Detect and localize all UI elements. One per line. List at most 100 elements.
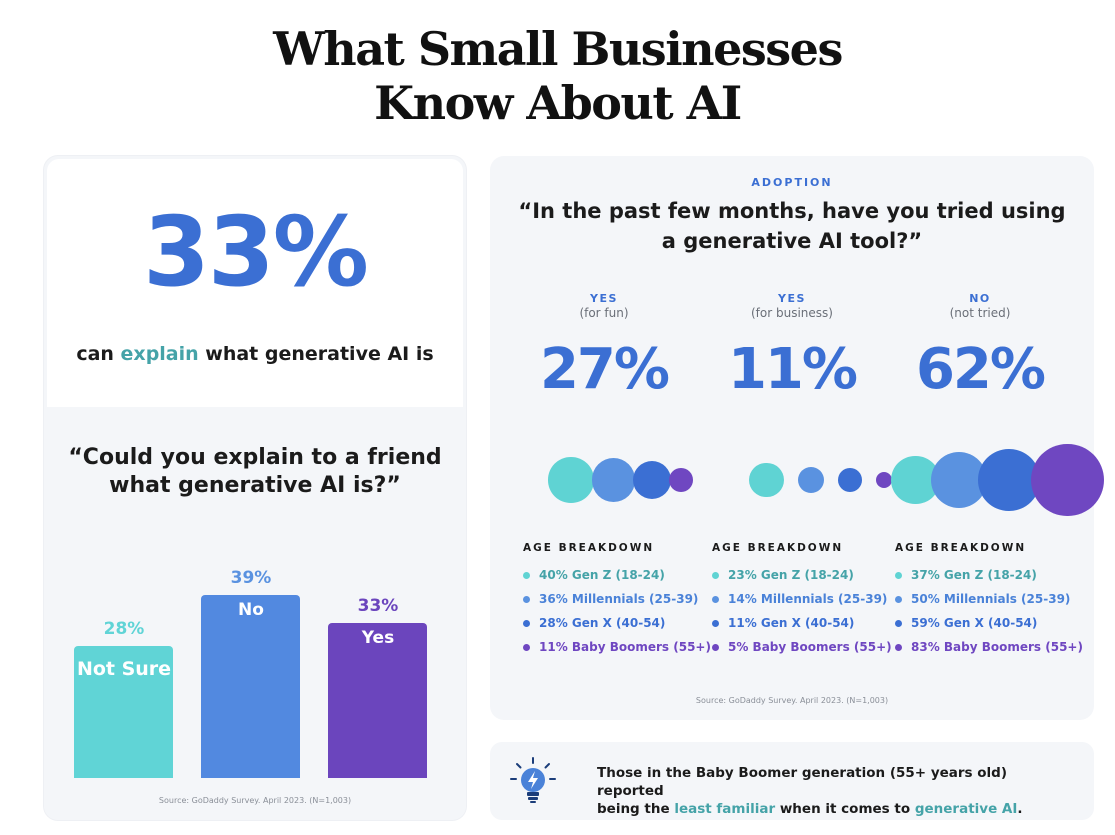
gen-x-dot-icon bbox=[712, 619, 719, 627]
column-subtitle: (for business) bbox=[751, 306, 833, 320]
age-row-gen-z: 23% Gen Z (18-24) bbox=[712, 563, 902, 587]
column-subtitle: (not tried) bbox=[949, 306, 1011, 320]
column-subtitle: (for fun) bbox=[579, 306, 629, 320]
headline-stat-caption: can explain what generative AI is bbox=[47, 343, 463, 365]
millennials-dot-icon bbox=[895, 595, 902, 603]
explain-bar-chart: 28% Not Sure 39% No 33% Yes bbox=[44, 156, 466, 820]
bar-yes bbox=[328, 622, 427, 778]
column-percentage: 27% bbox=[539, 337, 670, 402]
age-row-millennials: 50% Millennials (25-39) bbox=[895, 587, 1085, 611]
insight-text-part: being the bbox=[597, 801, 675, 817]
bubble-baby-1 bbox=[668, 468, 693, 492]
millennials-dot-icon bbox=[523, 595, 530, 603]
bubble-millennials-2 bbox=[797, 466, 825, 494]
age-row-label: 83% Baby Boomers (55+) bbox=[911, 640, 1083, 654]
left-source-note: Source: GoDaddy Survey. April 2023. (N=1… bbox=[158, 796, 352, 805]
caption-suffix: what generative AI is bbox=[198, 343, 434, 365]
bar-no bbox=[201, 594, 300, 778]
bar-category-label: Not Sure bbox=[76, 658, 172, 681]
bar-value-label: 33% bbox=[357, 595, 399, 616]
age-breakdown-title: AGE BREAKDOWN bbox=[895, 542, 1027, 554]
age-row-millennials: 36% Millennials (25-39) bbox=[523, 587, 713, 611]
explain-ai-panel: 33% can explain what generative AI is “C… bbox=[44, 156, 466, 820]
gen-z-dot-icon bbox=[895, 571, 902, 579]
insight-text-part: when it comes to bbox=[775, 801, 915, 817]
chart-footer bbox=[44, 778, 466, 820]
page-title-line-2: Know About AI bbox=[374, 76, 742, 130]
gen-x-dot-icon bbox=[895, 619, 902, 627]
bubble-millennials-3 bbox=[930, 451, 988, 509]
age-row-millennials: 14% Millennials (25-39) bbox=[712, 587, 902, 611]
gen-z-dot-icon bbox=[523, 571, 530, 579]
bubble-baby-3 bbox=[1030, 443, 1104, 517]
bubble-gen-3 bbox=[978, 449, 1040, 511]
age-row-gen-x: 59% Gen X (40-54) bbox=[895, 611, 1085, 635]
bar-category-label: Yes bbox=[361, 627, 395, 648]
age-breakdown-title: AGE BREAKDOWN bbox=[523, 542, 655, 554]
age-row-gen-z: 40% Gen Z (18-24) bbox=[523, 563, 713, 587]
age-row-label: 11% Gen X (40-54) bbox=[728, 616, 855, 630]
bar-value-label: 39% bbox=[230, 567, 272, 588]
insight-text: Those in the Baby Boomer generation (55+… bbox=[597, 764, 1067, 818]
age-row-label: 14% Millennials (25-39) bbox=[728, 592, 888, 606]
column-answer: NO bbox=[969, 292, 991, 305]
age-row-gen-x: 28% Gen X (40-54) bbox=[523, 611, 713, 635]
column-no-not-tried: NO (not tried) 62% bbox=[890, 292, 1070, 402]
insight-text-part: . bbox=[1017, 801, 1023, 817]
age-breakdown-title: AGE BREAKDOWN bbox=[712, 542, 844, 554]
age-row-label: 37% Gen Z (18-24) bbox=[911, 568, 1037, 582]
column-percentage: 11% bbox=[727, 337, 858, 402]
age-row-gen-z: 37% Gen Z (18-24) bbox=[895, 563, 1085, 587]
bubble-baby-2 bbox=[876, 471, 893, 489]
age-row-label: 36% Millennials (25-39) bbox=[539, 592, 699, 606]
baby-boomers-dot-icon bbox=[895, 643, 902, 651]
caption-prefix: can bbox=[76, 343, 121, 365]
lightbulb-icon bbox=[510, 757, 556, 803]
age-breakdown-business: AGE BREAKDOWN 23% Gen Z (18-24) 14% Mill… bbox=[712, 542, 902, 659]
age-row-baby-boomers: 5% Baby Boomers (55+) bbox=[712, 635, 902, 659]
gen-x-dot-icon bbox=[523, 619, 530, 627]
age-row-baby-boomers: 83% Baby Boomers (55+) bbox=[895, 635, 1085, 659]
insight-line-2: being the least familiar when it comes t… bbox=[597, 800, 1067, 818]
age-row-gen-x: 11% Gen X (40-54) bbox=[712, 611, 902, 635]
page-title: What Small Businesses Know About AI bbox=[0, 22, 1115, 130]
column-percentage: 62% bbox=[915, 337, 1046, 402]
insight-highlight-generative-ai: generative AI bbox=[914, 801, 1018, 817]
age-row-baby-boomers: 11% Baby Boomers (55+) bbox=[523, 635, 713, 659]
bubble-gen-1 bbox=[632, 460, 671, 500]
column-answer: YES bbox=[590, 292, 618, 305]
bubble-gen-2 bbox=[838, 468, 863, 492]
insight-line-1: Those in the Baby Boomer generation (55+… bbox=[597, 765, 1008, 799]
age-row-label: 40% Gen Z (18-24) bbox=[539, 568, 665, 582]
bubble-gen-2 bbox=[749, 462, 784, 498]
insight-highlight-least-familiar: least familiar bbox=[674, 801, 776, 817]
adoption-question: “In the past few months, have you tried … bbox=[518, 199, 1066, 253]
age-row-label: 5% Baby Boomers (55+) bbox=[728, 640, 892, 654]
adoption-panel: ADOPTION “In the past few months, have y… bbox=[490, 156, 1104, 720]
page-title-line-1: What Small Businesses bbox=[273, 22, 843, 76]
baby-boomers-dot-icon bbox=[712, 643, 719, 651]
bubble-gen-1 bbox=[548, 457, 594, 503]
column-yes-fun: YES (for fun) 27% bbox=[514, 292, 694, 402]
age-row-label: 28% Gen X (40-54) bbox=[539, 616, 666, 630]
right-source-note: Source: GoDaddy Survey. April 2023. (N=1… bbox=[695, 696, 889, 705]
age-row-label: 23% Gen Z (18-24) bbox=[728, 568, 854, 582]
headline-stat-value: 33% bbox=[143, 196, 369, 308]
caption-highlight: explain bbox=[120, 343, 199, 365]
column-yes-business: YES (for business) 11% bbox=[702, 292, 882, 402]
age-row-label: 11% Baby Boomers (55+) bbox=[539, 640, 711, 654]
bar-value-label: 28% bbox=[103, 619, 145, 640]
headline-stat-card: 33% can explain what generative AI is bbox=[47, 159, 463, 407]
bubble-millennials-1 bbox=[591, 458, 635, 502]
gen-z-dot-icon bbox=[712, 571, 719, 579]
column-answer: YES bbox=[778, 292, 806, 305]
age-breakdown-fun: AGE BREAKDOWN 40% Gen Z (18-24) 36% Mill… bbox=[523, 542, 713, 659]
baby-boomers-dot-icon bbox=[523, 643, 530, 651]
age-row-label: 59% Gen X (40-54) bbox=[911, 616, 1038, 630]
bar-category-label: No bbox=[238, 599, 264, 620]
age-row-label: 50% Millennials (25-39) bbox=[911, 592, 1071, 606]
insight-callout: Those in the Baby Boomer generation (55+… bbox=[490, 742, 1094, 820]
explain-question: “Could you explain to a friend what gene… bbox=[68, 445, 442, 498]
age-breakdown-not-tried: AGE BREAKDOWN 37% Gen Z (18-24) 50% Mill… bbox=[895, 542, 1085, 659]
bar-not-sure bbox=[74, 646, 173, 778]
